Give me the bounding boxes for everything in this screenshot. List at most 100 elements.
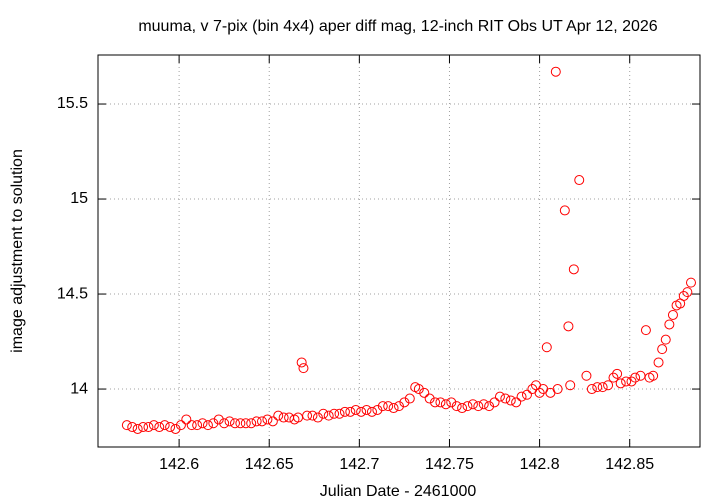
x-axis-label: Julian Date - 2461000: [320, 483, 477, 500]
point: [473, 401, 484, 412]
point: [621, 376, 632, 387]
point: [640, 325, 651, 336]
point: [366, 406, 377, 417]
point: [154, 422, 165, 433]
point: [685, 277, 696, 288]
point: [296, 357, 307, 368]
point: [312, 412, 323, 423]
point: [534, 387, 545, 398]
point: [494, 391, 505, 402]
point: [361, 404, 372, 415]
x-tick-label: 142.75: [425, 456, 474, 473]
point: [127, 422, 138, 433]
point: [121, 420, 132, 431]
point: [626, 376, 637, 387]
point: [192, 420, 203, 431]
point: [615, 378, 626, 389]
point: [267, 416, 278, 427]
point: [350, 404, 361, 415]
point: [262, 414, 273, 425]
point: [307, 410, 318, 421]
point: [568, 264, 579, 275]
chart-title: muuma, v 7-pix (bin 4x4) aper diff mag, …: [138, 18, 657, 35]
point: [165, 422, 176, 433]
point: [246, 418, 257, 429]
point: [430, 397, 441, 408]
point: [435, 397, 446, 408]
point: [278, 412, 289, 423]
x-tick-label: 142.6: [159, 456, 199, 473]
point: [457, 403, 468, 414]
point: [541, 342, 552, 353]
point: [240, 418, 251, 429]
point: [597, 382, 608, 393]
y-tick-label: 14.5: [57, 285, 88, 302]
point: [345, 406, 356, 417]
y-axis-label: image adjustment to solution: [9, 149, 26, 353]
point: [660, 334, 671, 345]
point: [667, 309, 678, 320]
point: [413, 384, 424, 395]
point: [612, 368, 623, 379]
y-tick-label: 15.5: [57, 95, 88, 112]
x-tick-label: 142.7: [339, 456, 379, 473]
point: [657, 344, 668, 355]
point: [516, 391, 527, 402]
point: [630, 372, 641, 383]
point: [257, 416, 268, 427]
point: [208, 418, 219, 429]
point: [399, 397, 410, 408]
point: [664, 319, 675, 330]
point: [302, 410, 313, 421]
point: [356, 406, 367, 417]
y-tick-label: 14: [70, 380, 88, 397]
x-tick-label: 142.8: [520, 456, 560, 473]
point: [394, 401, 404, 412]
point: [563, 321, 574, 332]
point: [500, 393, 511, 404]
point: [419, 387, 430, 398]
y-tick-label: 15: [70, 190, 88, 207]
point: [467, 399, 478, 410]
point: [284, 412, 295, 423]
point: [505, 395, 516, 406]
point: [511, 397, 522, 408]
point: [251, 416, 262, 427]
plot-frame: [97, 54, 701, 448]
point: [181, 414, 192, 425]
point: [484, 401, 495, 412]
point: [138, 422, 149, 433]
point: [565, 380, 576, 391]
point: [581, 370, 592, 381]
point: [489, 397, 500, 408]
point: [273, 410, 284, 421]
point: [143, 422, 154, 433]
point: [186, 420, 197, 431]
point: [377, 401, 388, 412]
point: [175, 420, 186, 431]
point: [446, 397, 457, 408]
point: [462, 401, 473, 412]
point: [318, 408, 329, 419]
point: [388, 403, 399, 414]
point: [424, 393, 435, 404]
x-tick-label: 142.65: [245, 456, 294, 473]
point: [440, 399, 451, 410]
x-tick-label: 142.85: [605, 456, 654, 473]
point: [219, 418, 230, 429]
point: [550, 66, 561, 77]
point: [170, 423, 181, 434]
point: [159, 420, 170, 431]
point: [678, 290, 689, 301]
point: [383, 401, 394, 412]
point: [648, 370, 659, 381]
point: [521, 389, 532, 400]
point: [202, 420, 213, 431]
point: [334, 408, 345, 419]
point: [329, 408, 340, 419]
point: [586, 384, 597, 395]
point: [451, 401, 462, 412]
point: [213, 414, 224, 425]
point: [592, 382, 603, 393]
